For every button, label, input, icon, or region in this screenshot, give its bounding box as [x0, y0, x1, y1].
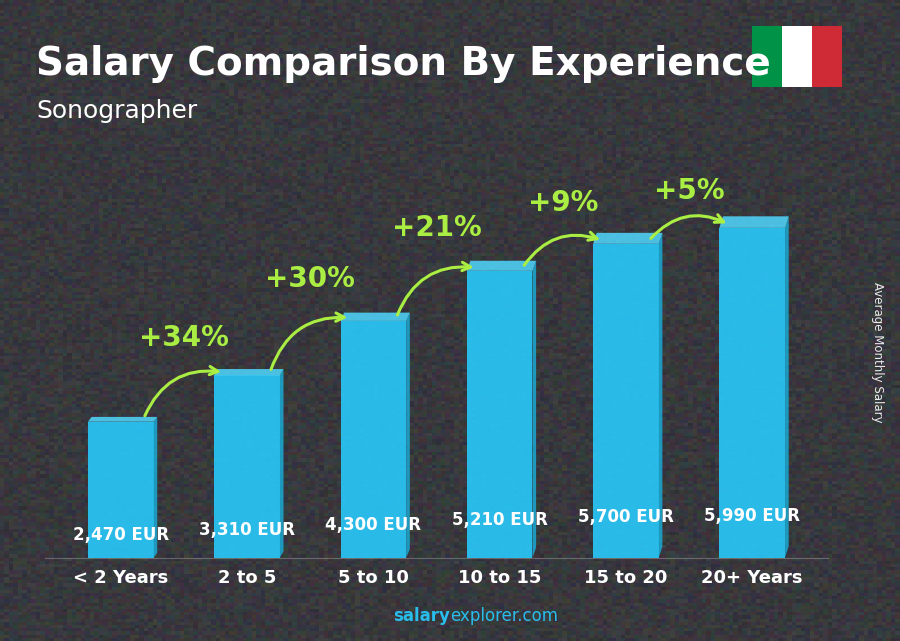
Bar [467, 271, 533, 558]
Bar [593, 244, 659, 558]
Polygon shape [785, 216, 788, 558]
Text: salary: salary [393, 607, 450, 625]
Polygon shape [719, 216, 788, 228]
Text: Average Monthly Salary: Average Monthly Salary [871, 282, 884, 423]
Text: Salary Comparison By Experience: Salary Comparison By Experience [36, 45, 770, 83]
Text: 4,300 EUR: 4,300 EUR [326, 516, 421, 534]
Bar [88, 422, 154, 558]
Polygon shape [467, 261, 536, 271]
Text: 5,700 EUR: 5,700 EUR [578, 508, 674, 526]
Bar [719, 228, 785, 558]
Text: +30%: +30% [266, 265, 356, 294]
Polygon shape [659, 233, 662, 558]
Bar [214, 376, 280, 558]
Polygon shape [214, 369, 284, 376]
Text: 5,210 EUR: 5,210 EUR [452, 511, 547, 529]
Text: explorer.com: explorer.com [450, 607, 558, 625]
Bar [340, 321, 406, 558]
Text: +34%: +34% [139, 324, 229, 353]
Text: +5%: +5% [653, 177, 724, 204]
Text: +21%: +21% [392, 214, 482, 242]
Text: Sonographer: Sonographer [36, 99, 197, 123]
Text: 3,310 EUR: 3,310 EUR [199, 521, 295, 540]
Polygon shape [593, 233, 662, 244]
Polygon shape [88, 417, 158, 422]
Polygon shape [154, 417, 157, 558]
Polygon shape [340, 313, 410, 321]
Polygon shape [533, 261, 536, 558]
Text: 2,470 EUR: 2,470 EUR [73, 526, 169, 544]
Bar [752, 26, 781, 87]
Polygon shape [406, 313, 410, 558]
Bar [812, 26, 842, 87]
Bar [781, 26, 812, 87]
Polygon shape [280, 369, 284, 558]
Text: 5,990 EUR: 5,990 EUR [704, 506, 800, 525]
Text: +9%: +9% [527, 189, 598, 217]
